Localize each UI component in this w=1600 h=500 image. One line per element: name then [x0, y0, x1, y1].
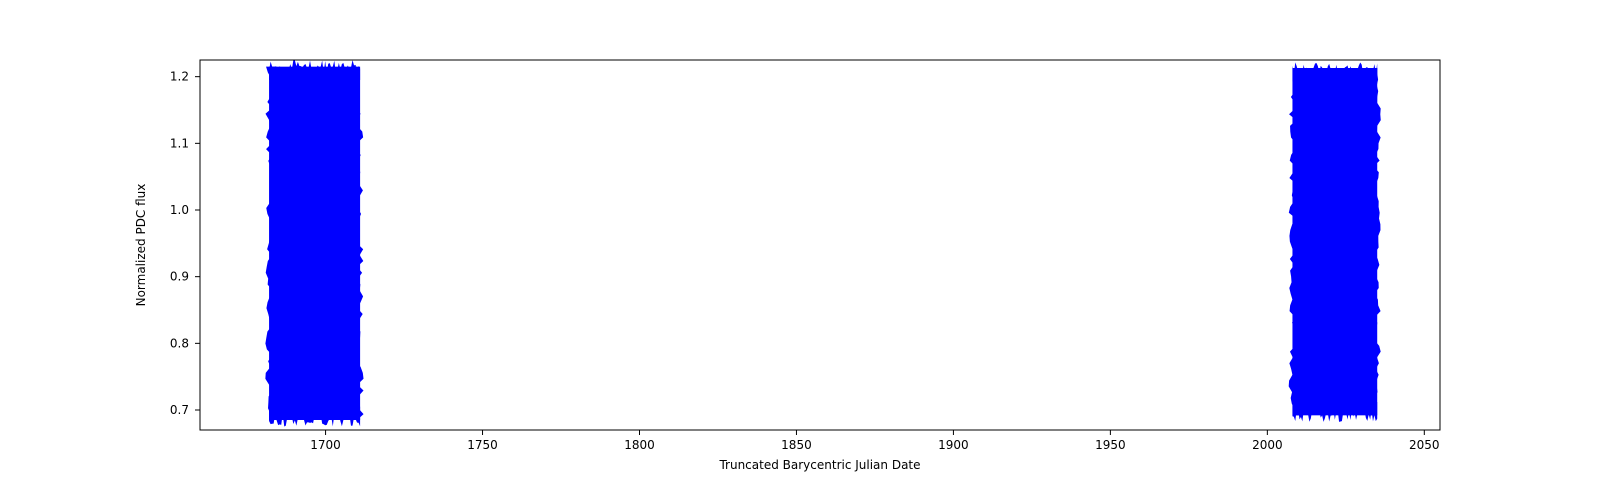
x-tick-label: 2050: [1409, 438, 1440, 452]
x-axis-label: Truncated Barycentric Julian Date: [718, 458, 920, 472]
y-tick-label: 0.9: [170, 270, 189, 284]
y-tick-label: 1.2: [170, 70, 189, 84]
data-block: [1292, 68, 1377, 415]
y-tick-label: 1.1: [170, 136, 189, 150]
x-tick-label: 1850: [781, 438, 812, 452]
x-tick-label: 1700: [310, 438, 341, 452]
x-tick-label: 1900: [938, 438, 969, 452]
chart-container: 1700 1750 1800 1850 1900 1950 2000 2050 0.7 0.8 0.…: [0, 0, 1600, 500]
y-tick-label: 1.0: [170, 203, 189, 217]
lightcurve-chart: 1700 1750 1800 1850 1900 1950 2000 2050 0.7 0.8 0.…: [0, 0, 1600, 500]
x-tick-label: 2000: [1252, 438, 1283, 452]
x-tick-label: 1750: [467, 438, 498, 452]
x-tick-label: 1950: [1095, 438, 1126, 452]
y-axis-label: Normalized PDC flux: [134, 184, 148, 307]
x-tick-label: 1800: [624, 438, 655, 452]
data-block: [269, 67, 360, 420]
y-tick-label: 0.8: [170, 336, 189, 350]
y-tick-label: 0.7: [170, 403, 189, 417]
